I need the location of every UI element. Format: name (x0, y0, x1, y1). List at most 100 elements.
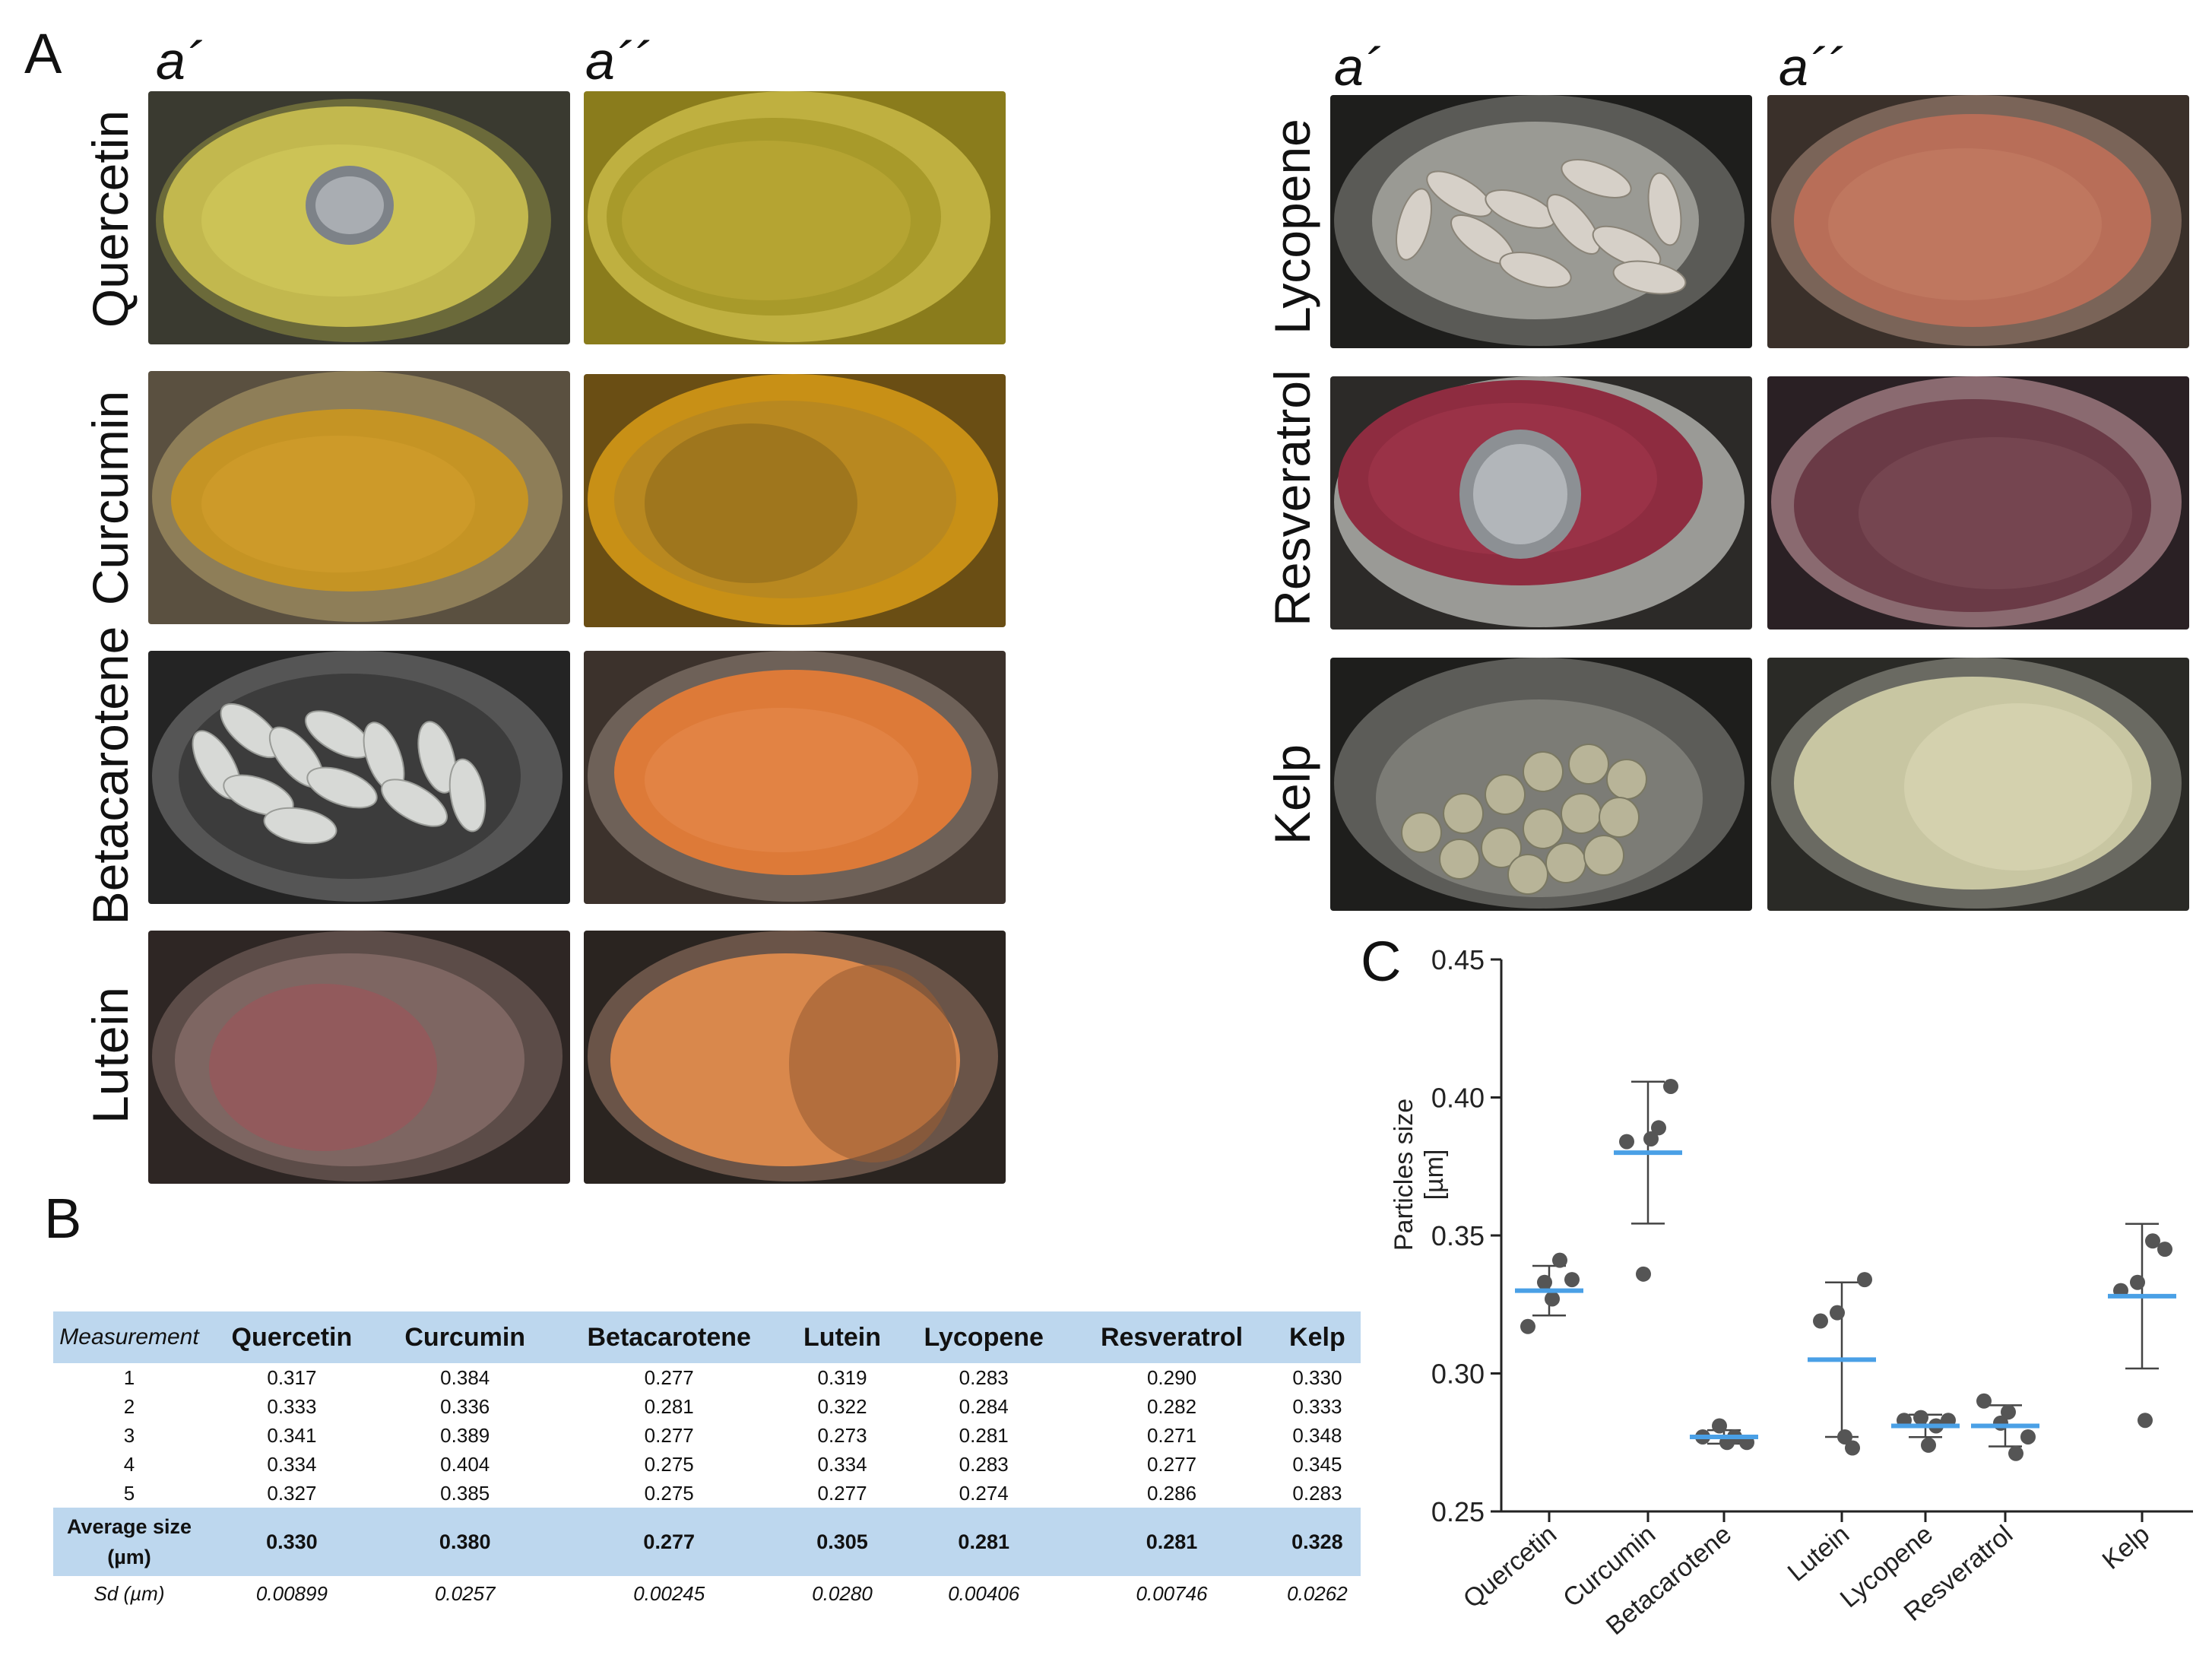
photo-betacarotene-a1 (148, 651, 570, 904)
x-tick-label: Quercetin (1458, 1520, 1562, 1614)
table-cell: 0.319 (817, 1365, 867, 1389)
table-cell: 0.0257 (434, 1581, 496, 1605)
data-point (1695, 1429, 1710, 1445)
table-cell: 1 (123, 1365, 135, 1389)
table-cell: 0.273 (817, 1423, 867, 1447)
table-cell: 0.330 (1292, 1365, 1342, 1389)
x-tick-label: Kelp (2097, 1520, 2156, 1575)
y-tick-label: 0.30 (1431, 1359, 1485, 1390)
x-tick-label: Resveratrol (1899, 1520, 2019, 1627)
average-label: Average size (µm) (53, 1508, 205, 1576)
photo-quercetin-a2 (584, 91, 1006, 344)
col-head-a1-left: a´ (156, 31, 204, 90)
table-header-cell: Resveratrol (1100, 1322, 1244, 1352)
data-point (2145, 1233, 2160, 1249)
y-axis-label: Particles size (1390, 1099, 1418, 1251)
data-point (2130, 1274, 2145, 1290)
table-row: 5 0.327 0.385 0.275 0.277 0.274 0.286 0.283 (53, 1479, 1361, 1508)
table-cell: 0.275 (644, 1481, 694, 1505)
panel-label-b: B (44, 1187, 82, 1250)
table-cell: 0.281 (959, 1423, 1009, 1447)
photo-lycopene-a2 (1767, 95, 2189, 348)
sd-label: Sd (µm) (93, 1581, 165, 1605)
table-header-cell: Measurement (59, 1324, 199, 1349)
data-point (1928, 1418, 1944, 1434)
col-head-a2-right: a´´ (1779, 37, 1844, 97)
photo-quercetin-a1 (148, 91, 570, 344)
photo-lycopene-a1 (1330, 95, 1752, 348)
data-point (1636, 1266, 1651, 1282)
data-point (2008, 1445, 2023, 1461)
table-cell: 0.283 (959, 1365, 1009, 1389)
data-point (1739, 1435, 1754, 1451)
table-header-cell: Lutein (803, 1322, 882, 1352)
y-tick-label: 0.25 (1431, 1496, 1485, 1527)
table-cell: 0.384 (440, 1365, 490, 1389)
table-cell: 0.274 (959, 1481, 1009, 1505)
table-cell: 3 (123, 1423, 135, 1447)
data-point (1651, 1120, 1666, 1136)
table-sd-row: Sd (µm) 0.00899 0.0257 0.00245 0.0280 0.0040… (53, 1576, 1361, 1611)
table-cell: 0.334 (267, 1452, 317, 1476)
data-point (1663, 1078, 1678, 1094)
data-point (1727, 1429, 1742, 1445)
table-cell: 0.281 (1146, 1530, 1198, 1553)
table-cell: 0.286 (1146, 1481, 1197, 1505)
table-cell: 0.333 (267, 1394, 317, 1418)
table-cell: 0.00746 (1136, 1581, 1208, 1605)
photo-resveratrol-a1 (1330, 376, 1752, 630)
data-point (1976, 1393, 1992, 1409)
table-cell: 0.271 (1146, 1423, 1197, 1447)
table-cell: 0.330 (266, 1530, 318, 1553)
table-cell: 0.327 (267, 1481, 317, 1505)
table-cell: 0.290 (1146, 1365, 1197, 1389)
data-point (1719, 1435, 1735, 1451)
average-label-line2: (µm) (107, 1546, 151, 1568)
row-label-lycopene: Lycopene (1264, 119, 1320, 335)
table-cell: 0.334 (817, 1452, 867, 1476)
table-cell: 0.00899 (255, 1581, 328, 1605)
table-header-cell: Betacarotene (587, 1322, 751, 1352)
data-point (2020, 1429, 2036, 1445)
table-row: 2 0.333 0.336 0.281 0.322 0.284 0.282 0.333 (53, 1392, 1361, 1421)
data-point (1520, 1318, 1535, 1334)
data-point (1921, 1437, 1936, 1453)
data-point (1913, 1410, 1928, 1426)
table-cell: 0.281 (958, 1530, 1009, 1553)
table-cell: 0.277 (643, 1530, 695, 1553)
row-label-quercetin: Quercetin (82, 109, 138, 328)
photo-lutein-a2 (584, 931, 1006, 1184)
particle-size-table: Measurement Quercetin Curcumin Betacarot… (53, 1311, 1361, 1611)
data-point (2001, 1404, 2016, 1420)
table-cell: 0.282 (1146, 1394, 1197, 1418)
table-cell: 0.341 (267, 1423, 317, 1447)
table-row: 3 0.341 0.389 0.277 0.273 0.281 0.271 0.348 (53, 1421, 1361, 1450)
table-cell: 0.333 (1292, 1394, 1342, 1418)
photo-curcumin-a2 (584, 374, 1006, 627)
table-cell: 0.00245 (633, 1581, 705, 1605)
table-cell: 0.277 (644, 1423, 694, 1447)
x-tick-label: Lycopene (1835, 1520, 1938, 1613)
table-cell: 0.385 (440, 1481, 490, 1505)
col-head-a1-right: a´ (1334, 37, 1382, 97)
table-cell: 0.328 (1291, 1530, 1343, 1553)
data-point (1712, 1418, 1727, 1434)
data-point (1643, 1131, 1659, 1146)
table-cell: 0.277 (644, 1365, 694, 1389)
table-cell: 0.283 (959, 1452, 1009, 1476)
table-average-row: Average size (µm) 0.330 0.380 0.277 0.305 0.… (53, 1508, 1361, 1576)
y-axis-unit: [µm] (1420, 1150, 1449, 1200)
data-point (1897, 1413, 1912, 1429)
table-cell: 0.336 (440, 1394, 490, 1418)
data-point (1941, 1413, 1956, 1429)
row-label-lutein: Lutein (82, 987, 138, 1124)
table-cell: 0.281 (644, 1394, 694, 1418)
table-header-cell: Curcumin (404, 1322, 526, 1352)
data-point (1837, 1429, 1852, 1445)
data-point (1545, 1291, 1560, 1307)
panel-label-a: A (24, 22, 62, 85)
data-point (2113, 1283, 2128, 1299)
photo-lutein-a1 (148, 931, 570, 1184)
table-cell: 0.389 (440, 1423, 490, 1447)
row-label-betacarotene: Betacarotene (82, 626, 138, 925)
